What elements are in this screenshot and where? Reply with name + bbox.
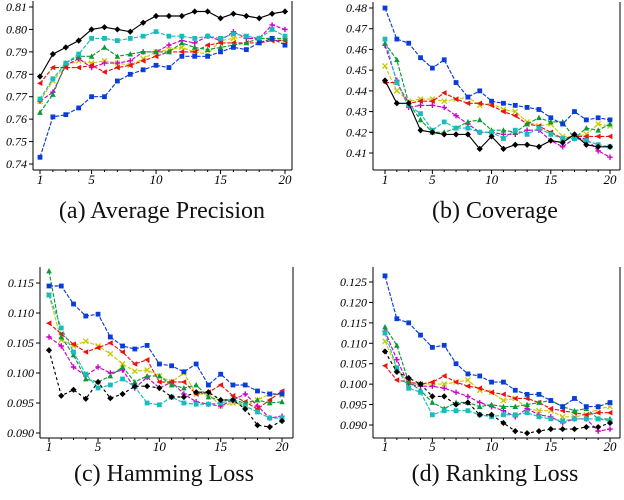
series-magenta [382, 328, 613, 434]
svg-text:0.77: 0.77 [6, 90, 28, 104]
svg-text:0.100: 0.100 [7, 366, 34, 380]
svg-text:0.80: 0.80 [6, 22, 27, 36]
svg-text:10: 10 [485, 439, 499, 454]
svg-text:5: 5 [95, 439, 102, 454]
svg-text:0.79: 0.79 [6, 45, 27, 59]
series-olive [382, 63, 613, 140]
panel-coverage: 0.41 0.42 0.43 0.44 0.45 0.46 0.47 0.48 1 5 10 15 20… [312, 0, 624, 226]
caption-average-precision: (a) Average Precision [58, 198, 266, 224]
series-cyan [382, 36, 613, 150]
series-blue [382, 5, 613, 127]
svg-text:0.81: 0.81 [6, 0, 27, 14]
svg-text:10: 10 [153, 439, 167, 454]
svg-text:0.43: 0.43 [346, 105, 367, 119]
svg-text:0.48: 0.48 [346, 1, 367, 15]
series-olive [46, 292, 285, 409]
svg-text:5: 5 [88, 172, 95, 187]
series-black [36, 8, 289, 80]
panel-ranking-loss: 0.090 0.095 0.100 0.105 0.110 0.115 0.120 0.125… [312, 248, 624, 489]
svg-text:20: 20 [279, 172, 293, 187]
caption-hamming-loss: (c) Hamming Loss [74, 461, 254, 487]
svg-text:20: 20 [604, 172, 618, 187]
svg-text:0.095: 0.095 [340, 398, 367, 412]
svg-text:1: 1 [382, 439, 389, 454]
series-red [382, 362, 613, 418]
chart-average-precision: 0.740.750.760.770.780.790.800.811 5 10 15 20 [6, 0, 293, 187]
svg-text:0.115: 0.115 [8, 276, 34, 290]
caption-ranking-loss: (d) Ranking Loss [411, 461, 579, 487]
svg-text:0.46: 0.46 [346, 42, 367, 56]
svg-text:15: 15 [214, 172, 228, 187]
svg-text:15: 15 [544, 439, 558, 454]
svg-text:0.45: 0.45 [346, 63, 367, 77]
axes: 0.410.420.430.440.450.460.470.481 5 10 15 20 [346, 1, 621, 187]
series-black [45, 347, 286, 431]
axes: 0.740.750.760.770.780.790.800.811 5 10 15 20 [6, 0, 293, 187]
svg-text:0.105: 0.105 [7, 336, 34, 350]
svg-text:5: 5 [429, 172, 436, 187]
svg-text:5: 5 [429, 439, 436, 454]
svg-text:0.090: 0.090 [340, 418, 367, 432]
series-cyan [382, 330, 613, 424]
series-olive [37, 33, 288, 105]
caption-coverage: (b) Coverage [432, 198, 558, 224]
svg-text:15: 15 [214, 439, 228, 454]
svg-text:0.115: 0.115 [341, 316, 367, 330]
series-black [381, 348, 614, 437]
svg-text:0.110: 0.110 [341, 336, 367, 350]
svg-text:10: 10 [485, 172, 499, 187]
svg-text:10: 10 [150, 172, 164, 187]
series-blue [46, 283, 285, 397]
svg-text:1: 1 [37, 172, 44, 187]
chart-ranking-loss: 0.090 0.095 0.100 0.105 0.110 0.115 0.120 0.125… [340, 267, 621, 454]
svg-text:1: 1 [46, 439, 53, 454]
axes: 0.090 0.095 0.100 0.105 0.110 0.115 0.120 0.125… [340, 267, 621, 454]
svg-text:0.110: 0.110 [8, 306, 34, 320]
svg-text:20: 20 [604, 439, 618, 454]
svg-text:0.41: 0.41 [346, 146, 367, 160]
series-blue [37, 36, 288, 160]
svg-text:20: 20 [276, 439, 290, 454]
series-green [382, 323, 613, 422]
svg-text:0.78: 0.78 [6, 67, 27, 81]
chart-coverage: 0.410.420.430.440.450.460.470.481 5 10 15 20 [346, 1, 621, 187]
svg-text:0.47: 0.47 [346, 22, 368, 36]
svg-text:0.74: 0.74 [6, 157, 27, 171]
svg-text:0.105: 0.105 [340, 357, 367, 371]
panel-average-precision: 0.74 0.75 0.76 0.77 0.78 0.79 0.80 0.81 1 5 10 15 20… [0, 0, 312, 226]
series-cyan [37, 27, 288, 102]
svg-text:0.095: 0.095 [7, 396, 34, 410]
svg-text:0.76: 0.76 [6, 112, 27, 126]
svg-text:0.44: 0.44 [346, 84, 367, 98]
svg-text:1: 1 [382, 172, 389, 187]
series-blue [382, 273, 613, 410]
svg-text:0.100: 0.100 [340, 377, 367, 391]
svg-text:15: 15 [544, 172, 558, 187]
svg-text:0.090: 0.090 [7, 426, 34, 440]
panel-hamming-loss: 0.090 0.095 0.100 0.105 0.110 0.115 1 5 10 15 20 (… [0, 248, 312, 489]
svg-text:0.75: 0.75 [6, 135, 27, 149]
svg-text:0.42: 0.42 [346, 125, 367, 139]
series-olive [382, 338, 613, 420]
series-green [37, 35, 288, 115]
svg-text:0.120: 0.120 [340, 295, 367, 309]
svg-text:0.125: 0.125 [340, 275, 367, 289]
series-green [382, 40, 613, 141]
